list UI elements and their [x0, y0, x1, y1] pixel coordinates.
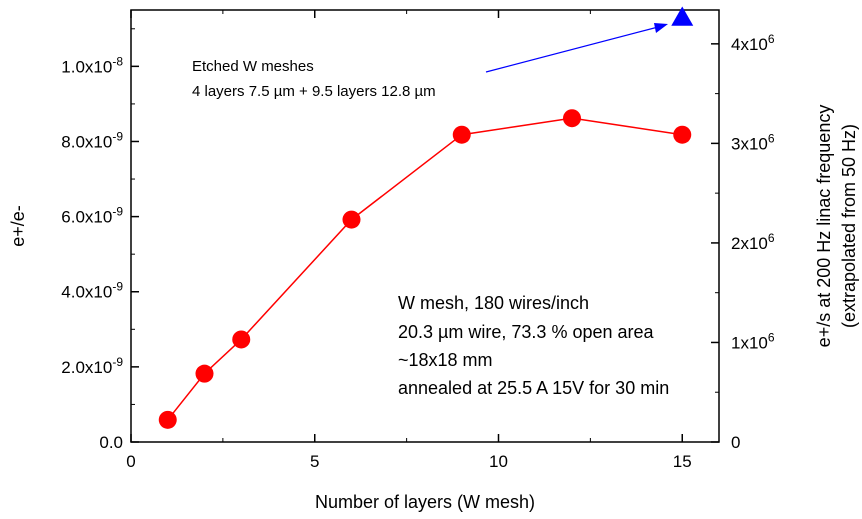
series-0-point [158, 410, 177, 429]
annotation-arrow [485, 25, 663, 73]
series-0-point [563, 109, 581, 128]
annotation-etched-line2: 4 layers 7.5 µm + 9.5 layers 12.8 µm [192, 83, 436, 100]
y-axis-ticks: 0.0 2.0x10-9 4.0x10-9 6.0x10-9 8.0x10-9 1.0x1… [61, 28, 139, 452]
y2-axis-label-line1: e+/s at 200 Hz linac frequency [814, 105, 834, 348]
annotation-mesh-line2: 20.3 µm wire, 73.3 % open area [398, 322, 655, 342]
y2-tick-label: 3x106 [731, 131, 775, 153]
x-tick-label: 15 [673, 452, 692, 471]
annotation-mesh-line4: annealed at 25.5 A 15V for 30 min [398, 378, 669, 398]
y2-axis-ticks: 0 1x106 2x106 3x106 4x106 [711, 32, 775, 452]
y-axis-label: e+/e- [8, 205, 28, 247]
y-tick-label: 2.0x10-9 [61, 355, 123, 377]
series-0-line [167, 117, 683, 421]
y-tick-label: 0.0 [99, 433, 123, 452]
annotation-mesh-line3: ~18x18 mm [398, 350, 493, 370]
series-0-point [673, 125, 692, 144]
x-tick-label: 5 [310, 452, 319, 471]
series-1-point [671, 6, 694, 26]
y2-tick-label: 0 [731, 433, 740, 452]
x-tick-label: 0 [126, 452, 135, 471]
series-0-point [342, 210, 361, 229]
plot-frame [130, 9, 720, 443]
y2-tick-label: 2x106 [731, 231, 775, 253]
series-layer [158, 6, 694, 429]
y2-tick-label: 4x106 [731, 32, 775, 54]
y-tick-label: 4.0x10-9 [61, 280, 123, 302]
series-0-point [195, 364, 214, 383]
x-axis-ticks: 0 5 10 15 [126, 10, 692, 471]
x-axis-label: Number of layers (W mesh) [315, 492, 535, 512]
annotation-arrowhead [654, 23, 668, 33]
y-tick-label: 6.0x10-9 [61, 205, 123, 227]
annotation-mesh-line1: W mesh, 180 wires/inch [398, 293, 589, 313]
x-tick-label: 10 [489, 452, 508, 471]
annotation-etched-line1: Etched W meshes [192, 58, 314, 75]
y2-axis-label-line2: (extrapolated from 50 Hz) [839, 124, 859, 328]
series-0-point [452, 125, 471, 144]
y-tick-label: 8.0x10-9 [61, 129, 123, 151]
y-tick-label: 1.0x10-8 [61, 54, 123, 76]
y2-tick-label: 1x106 [731, 330, 775, 352]
series-0-point [232, 330, 251, 349]
